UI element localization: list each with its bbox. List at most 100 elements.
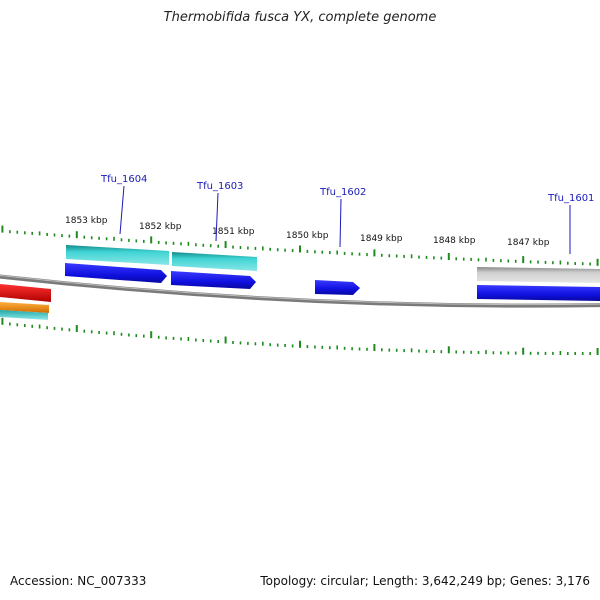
outer-scale-tick bbox=[470, 257, 472, 261]
gene-leader-tfu-1602 bbox=[339, 198, 342, 248]
outer-scale-tick bbox=[31, 231, 33, 235]
inner-scale-tick bbox=[395, 348, 398, 352]
outer-scale-tick bbox=[596, 258, 599, 266]
gene-feature-tfu-1601[interactable] bbox=[477, 267, 600, 283]
inner-scale-tick bbox=[24, 324, 26, 327]
cds-arrow-tfu-1604[interactable] bbox=[65, 263, 167, 283]
outer-scale-tick bbox=[157, 240, 160, 244]
outer-scale-tick bbox=[574, 262, 576, 265]
inner-scale-tick bbox=[455, 350, 457, 354]
gene-label-tfu-1601[interactable]: Tfu_1601 bbox=[547, 193, 594, 204]
inner-scale-tick bbox=[291, 344, 294, 348]
scale-label-1852: 1852 kbp bbox=[139, 222, 182, 232]
inner-scale-tick bbox=[507, 351, 510, 355]
inner-scale-tick bbox=[381, 348, 383, 352]
inner-scale-tick bbox=[1, 317, 4, 325]
outer-scale-tick bbox=[135, 239, 138, 243]
outer-scale-tick bbox=[559, 260, 562, 265]
outer-scale-tick bbox=[410, 254, 413, 259]
outer-scale-tick bbox=[306, 249, 309, 253]
inner-scale-tick bbox=[574, 352, 576, 355]
inner-scale-tick bbox=[276, 343, 279, 347]
outer-scale-tick bbox=[24, 231, 26, 235]
gene-feature-red[interactable] bbox=[0, 284, 51, 302]
outer-scale-tick bbox=[418, 255, 420, 259]
gene-leader-tfu-1604 bbox=[119, 185, 125, 235]
gene-label-tfu-1603[interactable]: Tfu_1603 bbox=[196, 181, 243, 192]
scale-label-1850: 1850 kbp bbox=[286, 231, 329, 241]
inner-scale-tick bbox=[61, 327, 63, 331]
outer-scale-tick bbox=[581, 262, 584, 266]
inner-scale-tick bbox=[321, 345, 324, 349]
gene-feature-tfu-1603[interactable] bbox=[172, 252, 257, 271]
inner-scale-tick bbox=[559, 351, 562, 355]
outer-scale-tick bbox=[217, 244, 219, 248]
outer-scale-tick bbox=[284, 248, 286, 252]
outer-scale-tick bbox=[552, 261, 554, 265]
cds-arrow-tfu-1602[interactable] bbox=[315, 280, 360, 295]
inner-scale-tick bbox=[180, 337, 182, 341]
outer-scale-tick bbox=[403, 254, 405, 258]
outer-scale-tick bbox=[589, 262, 591, 266]
genome-backbone-highlight bbox=[0, 275, 600, 306]
outer-scale-tick bbox=[425, 255, 428, 259]
outer-scale-tick bbox=[544, 260, 547, 264]
inner-scale-tick bbox=[373, 344, 376, 351]
inner-scale-tick bbox=[366, 347, 368, 351]
outer-scale-tick bbox=[500, 259, 502, 263]
outer-scale-ticks bbox=[1, 225, 599, 266]
inner-scale-tick bbox=[46, 326, 48, 330]
outer-scale-tick bbox=[120, 238, 123, 242]
outer-scale-tick bbox=[395, 254, 398, 258]
inner-scale-tick bbox=[529, 351, 532, 355]
outer-scale-tick bbox=[90, 236, 93, 240]
outer-scale-tick bbox=[321, 250, 324, 254]
outer-scale-tick bbox=[98, 236, 100, 240]
outer-scale-tick bbox=[83, 235, 86, 239]
inner-scale-tick bbox=[544, 351, 547, 355]
inner-scale-tick bbox=[581, 352, 584, 355]
inner-scale-tick bbox=[90, 330, 93, 334]
inner-scale-tick bbox=[284, 344, 286, 347]
gene-feature-teal[interactable] bbox=[0, 310, 48, 320]
scale-label-1849: 1849 kbp bbox=[360, 234, 403, 244]
inner-scale-tick bbox=[440, 350, 443, 354]
outer-scale-tick bbox=[53, 233, 56, 237]
cds-arrow-tfu-1603[interactable] bbox=[171, 271, 256, 289]
inner-scale-tick bbox=[306, 345, 309, 349]
outer-scale-tick bbox=[9, 230, 11, 234]
inner-scale-tick bbox=[239, 341, 242, 345]
inner-scale-tick bbox=[120, 332, 123, 336]
cds-arrow-tfu-1601[interactable] bbox=[477, 285, 600, 301]
inner-scale-tick bbox=[403, 349, 405, 353]
gene-label-tfu-1604[interactable]: Tfu_1604 bbox=[100, 174, 147, 185]
inner-scale-tick bbox=[38, 324, 41, 329]
outer-scale-tick bbox=[269, 247, 271, 251]
gene-label-tfu-1602[interactable]: Tfu_1602 bbox=[319, 187, 366, 198]
outer-scale-tick bbox=[343, 251, 346, 255]
inner-scale-tick bbox=[470, 350, 472, 354]
gene-feature-orange[interactable] bbox=[0, 302, 49, 313]
scale-label-1848: 1848 kbp bbox=[433, 236, 476, 246]
outer-scale-tick bbox=[224, 241, 227, 249]
inner-scale-tick bbox=[410, 348, 413, 353]
inner-scale-tick bbox=[351, 347, 353, 351]
topology-summary: Topology: circular; Length: 3,642,249 bp… bbox=[260, 574, 590, 588]
inner-scale-tick bbox=[477, 351, 480, 354]
outer-scale-tick bbox=[187, 241, 190, 246]
inner-scale-tick bbox=[485, 350, 487, 355]
outer-scale-tick bbox=[68, 234, 71, 238]
outer-scale-tick bbox=[462, 257, 465, 261]
outer-scale-tick bbox=[254, 246, 257, 250]
outer-scale-tick bbox=[529, 260, 532, 264]
gene-feature-tfu-1604[interactable] bbox=[66, 245, 169, 265]
outer-scale-tick bbox=[433, 256, 435, 260]
inner-scale-tick bbox=[105, 331, 108, 335]
inner-scale-tick bbox=[596, 348, 599, 355]
outer-scale-tick bbox=[492, 258, 495, 262]
outer-scale-tick bbox=[373, 249, 376, 257]
outer-scale-tick bbox=[239, 246, 242, 249]
inner-scale-tick bbox=[75, 325, 78, 332]
inner-scale-tick bbox=[500, 351, 502, 355]
